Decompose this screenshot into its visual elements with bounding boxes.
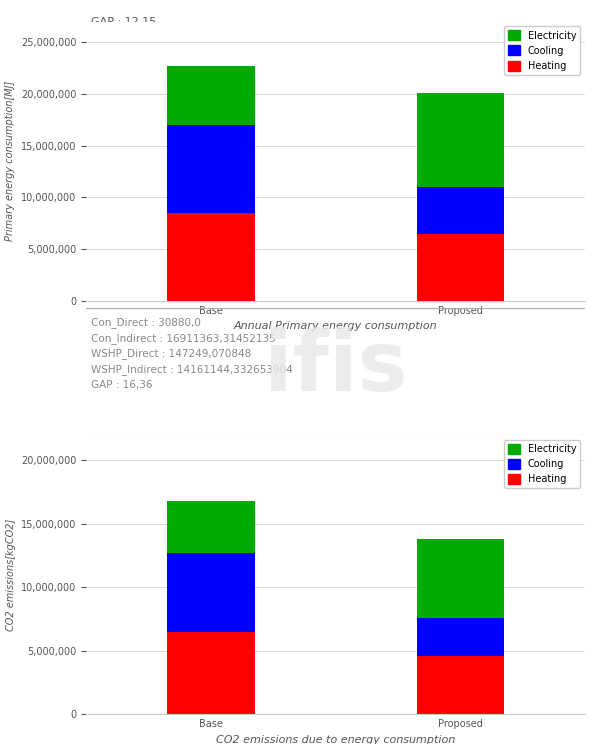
Bar [168, 632, 254, 714]
X-axis label: CO2 emissions due to energy consumption: CO2 emissions due to energy consumption [216, 734, 455, 744]
X-axis label: Annual Primary energy consumption: Annual Primary energy consumption [234, 321, 437, 331]
Bar [417, 539, 504, 618]
Bar [417, 618, 504, 656]
Bar [168, 501, 254, 553]
Legend: Electricity, Cooling, Heating: Electricity, Cooling, Heating [505, 27, 580, 74]
Bar [417, 93, 504, 187]
Legend: Electricity, Cooling, Heating: Electricity, Cooling, Heating [505, 440, 580, 488]
Bar [168, 553, 254, 632]
Bar [168, 125, 254, 213]
Y-axis label: CO2 emissions[kgCO2]: CO2 emissions[kgCO2] [6, 519, 15, 631]
Y-axis label: Primary energy consumption[MJ]: Primary energy consumption[MJ] [6, 81, 15, 241]
Text: ifis: ifis [264, 327, 407, 408]
Text: Con_Direct : 30880,0
Con_Indirect : 16911363,31452135
WSHP_Direct : 147249,07084: Con_Direct : 30880,0 Con_Indirect : 1691… [91, 317, 293, 390]
Bar [417, 656, 504, 714]
Text: GAP : 12,15: GAP : 12,15 [91, 17, 156, 27]
Bar [168, 213, 254, 301]
Bar [417, 234, 504, 301]
Bar [168, 66, 254, 125]
Bar [417, 187, 504, 234]
